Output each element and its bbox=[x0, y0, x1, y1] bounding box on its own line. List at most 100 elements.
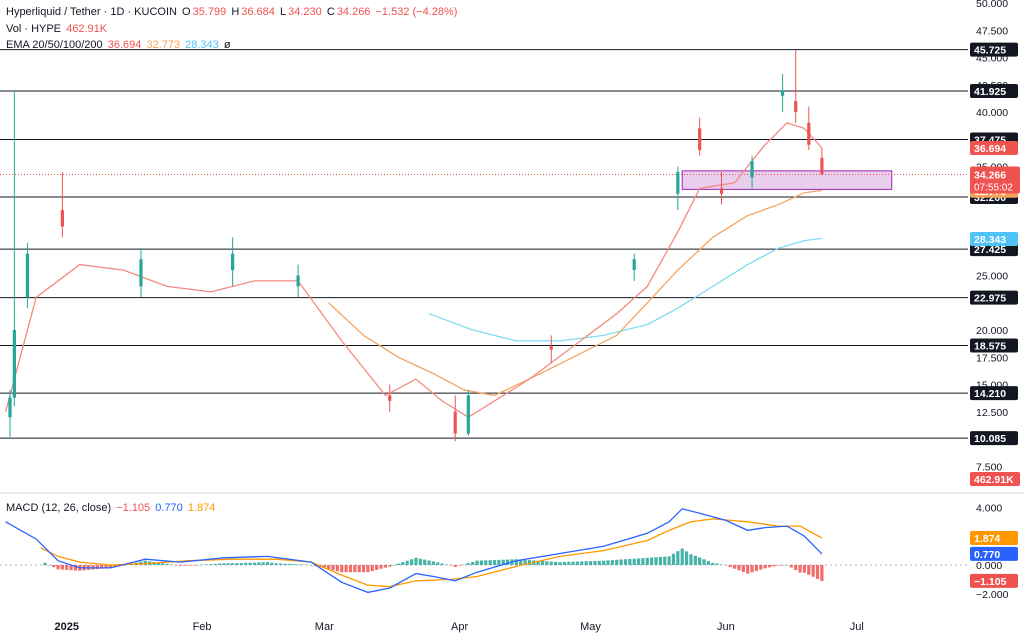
macd-histogram-bar bbox=[292, 564, 296, 565]
macd-signal-badge-label: 1.874 bbox=[974, 533, 1000, 545]
level-badge-label: 22.975 bbox=[974, 293, 1006, 305]
macd-histogram-bar bbox=[580, 561, 584, 565]
candle-body bbox=[388, 395, 392, 401]
macd-histogram-bar bbox=[711, 562, 715, 565]
level-badge-label: 45.725 bbox=[974, 45, 1006, 57]
price-axis-tick: 20.000 bbox=[976, 325, 1008, 337]
macd-histogram-bar bbox=[641, 558, 645, 565]
macd-histogram-bar bbox=[602, 560, 606, 565]
macd-histogram-bar bbox=[781, 565, 785, 566]
candle-body bbox=[820, 157, 824, 175]
macd-histogram-bar bbox=[283, 563, 287, 565]
level-badge bbox=[970, 431, 1018, 446]
macd-histogram-bar bbox=[698, 557, 702, 565]
macd-histogram-bar bbox=[759, 565, 763, 570]
macd-histogram-bar bbox=[187, 565, 191, 566]
macd-histogram-bar bbox=[217, 563, 222, 565]
macd-histogram-bar bbox=[183, 565, 187, 566]
macd-histogram-bar bbox=[558, 562, 562, 565]
candle-body bbox=[60, 210, 64, 227]
macd-histogram-bar bbox=[427, 560, 431, 565]
macd-histogram-bar bbox=[235, 563, 239, 565]
macd-histogram-bar bbox=[554, 561, 558, 565]
ema20-line bbox=[4, 122, 823, 418]
macd-signal-value: 1.874 bbox=[187, 502, 216, 514]
macd-histogram-bar bbox=[73, 565, 78, 571]
candle-body bbox=[632, 259, 636, 271]
macd-histogram-bar bbox=[353, 565, 357, 573]
macd-histogram-bar bbox=[794, 565, 798, 571]
macd-histogram-bar bbox=[209, 564, 213, 565]
macd-histogram-bar bbox=[767, 565, 772, 568]
macd-histogram-bar bbox=[322, 565, 326, 569]
macd-histogram-bar bbox=[361, 565, 366, 573]
macd-histogram-bar bbox=[375, 565, 379, 570]
ema-badge bbox=[970, 141, 1018, 156]
level-badge-label: 18.575 bbox=[974, 341, 1006, 353]
time-axis-label: May bbox=[580, 621, 601, 633]
macd-histogram-bar bbox=[414, 557, 418, 565]
symbol-title[interactable]: Hyperliquid / Tether · 1D · KUCOIN bbox=[6, 6, 177, 18]
price-axis-tick: 50.000 bbox=[976, 0, 1008, 10]
candle-body bbox=[466, 395, 470, 434]
macd-histogram-bar bbox=[440, 563, 444, 565]
macd-histogram-bar bbox=[728, 565, 732, 568]
level-badge bbox=[970, 290, 1018, 305]
macd-hist-value: −1.105 bbox=[116, 502, 151, 514]
macd-histogram-bar bbox=[449, 565, 453, 566]
macd-line-badge-label: 0.770 bbox=[974, 549, 1000, 561]
macd-histogram-bar bbox=[724, 565, 728, 566]
macd-histogram-bar bbox=[715, 563, 719, 565]
macd-histogram-bar bbox=[732, 565, 737, 569]
macd-histogram-bar bbox=[650, 557, 654, 565]
macd-histogram-bar bbox=[549, 561, 553, 565]
macd-histogram-bar bbox=[702, 559, 706, 565]
macd-histogram-bar bbox=[606, 560, 610, 565]
macd-histogram-bar bbox=[475, 560, 479, 565]
macd-histogram-bar bbox=[684, 551, 689, 565]
candle-body bbox=[750, 161, 754, 178]
candle-body bbox=[453, 411, 457, 434]
macd-histogram-bar bbox=[191, 565, 195, 566]
candle-body bbox=[25, 253, 30, 298]
macd-signal-line bbox=[40, 518, 823, 588]
time-axis-label: Mar bbox=[315, 621, 334, 633]
macd-histogram-bar bbox=[466, 563, 470, 565]
macd-histogram-bar bbox=[545, 561, 549, 565]
candle-body bbox=[794, 101, 798, 112]
macd-histogram-bar bbox=[248, 562, 252, 565]
macd-histogram-bar bbox=[750, 565, 754, 573]
candle-body bbox=[781, 90, 785, 96]
macd-histogram-bar bbox=[108, 565, 112, 568]
macd-label[interactable]: MACD (12, 26, close) bbox=[6, 502, 112, 514]
macd-histogram-bar bbox=[418, 558, 422, 565]
macd-axis-tick: 0.000 bbox=[976, 560, 1002, 572]
macd-histogram-bar bbox=[335, 565, 339, 572]
price-axis-tick: 7.500 bbox=[976, 461, 1002, 473]
level-badge-label: 41.925 bbox=[974, 86, 1006, 98]
macd-histogram-bar bbox=[401, 562, 405, 565]
macd-histogram-bar bbox=[488, 560, 492, 565]
level-badge bbox=[970, 84, 1018, 99]
macd-histogram-bar bbox=[244, 562, 248, 565]
macd-histogram-bar bbox=[261, 562, 265, 565]
macd-histogram-bar bbox=[628, 558, 632, 565]
macd-histogram-bar bbox=[431, 561, 436, 565]
level-badge bbox=[970, 338, 1018, 353]
macd-histogram-bar bbox=[719, 564, 724, 566]
macd-histogram-bar bbox=[100, 565, 104, 569]
macd-histogram-bar bbox=[462, 564, 466, 565]
macd-histogram-bar bbox=[265, 562, 270, 565]
macd-histogram-bar bbox=[741, 565, 745, 572]
macd-histogram-bar bbox=[405, 560, 409, 565]
ema-label[interactable]: EMA 20/50/100/200 bbox=[6, 39, 103, 51]
ema200-value: ø bbox=[223, 39, 231, 51]
macd-histogram-bar bbox=[95, 565, 99, 570]
volume-label[interactable]: Vol · HYPE bbox=[6, 23, 62, 35]
macd-histogram-bar bbox=[366, 565, 370, 573]
macd-histogram-bar bbox=[396, 563, 401, 565]
macd-histogram-bar bbox=[257, 562, 261, 565]
ema20-value: 36.694 bbox=[107, 39, 142, 51]
macd-histogram-bar bbox=[501, 559, 505, 565]
